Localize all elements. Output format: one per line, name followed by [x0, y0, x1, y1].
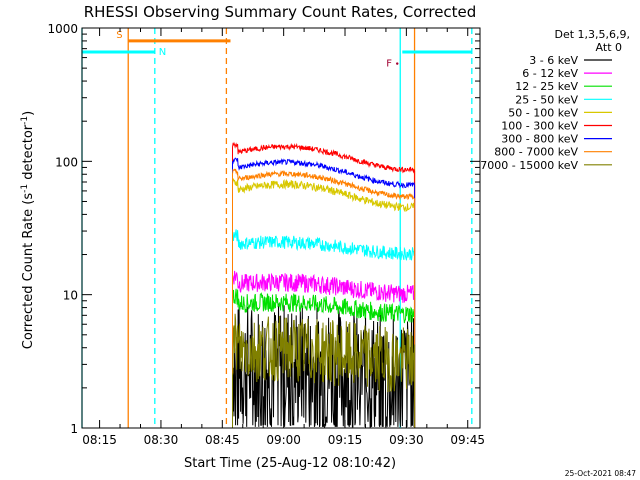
- series-line: [232, 270, 416, 428]
- y-tick-label: 1: [70, 422, 78, 436]
- plot-area: S N F: [81, 28, 473, 428]
- axis-ticks: 08:15 08:30 08:45 09:00 09:15 09:30 09:45 1 10 10…: [47, 22, 485, 447]
- series-line: [232, 141, 416, 428]
- legend-label: 25 - 50 keV: [515, 93, 578, 106]
- x-tick-label: 09:00: [266, 433, 301, 447]
- x-tick-label: 08:45: [205, 433, 240, 447]
- series-line: [232, 229, 416, 428]
- y-tick-label: 100: [55, 155, 78, 169]
- series-line: [232, 168, 416, 428]
- legend-label: 300 - 800 keV: [501, 133, 578, 146]
- legend-label: 50 - 100 keV: [508, 106, 578, 119]
- legend-label: 7000 - 15000 keV: [480, 159, 578, 172]
- legend-label: 100 - 300 keV: [501, 120, 578, 133]
- x-tick-label: 09:15: [328, 433, 363, 447]
- legend-label: 3 - 6 keV: [529, 54, 578, 67]
- series-line: [232, 288, 416, 428]
- y-tick-label: 1000: [47, 22, 78, 36]
- legend-header-line1: Det 1,3,5,6,9,: [554, 28, 630, 41]
- annotation-n: N: [159, 47, 166, 58]
- y-axis-label: Corrected Count Rate (s-1 detector-1): [20, 111, 36, 349]
- plot-frame: [81, 27, 481, 429]
- y-tick-label: 10: [63, 289, 78, 303]
- series-line: [232, 157, 416, 428]
- series-line: [232, 177, 416, 428]
- annotation-f: F: [386, 59, 392, 70]
- legend-label: 6 - 12 keV: [522, 67, 578, 80]
- annotation-s: S: [116, 30, 122, 41]
- legend-label: 800 - 7000 keV: [494, 146, 578, 159]
- x-tick-label: 09:30: [389, 433, 424, 447]
- annotation-f-dot: [396, 62, 399, 65]
- x-tick-label: 09:45: [450, 433, 485, 447]
- x-axis-label: Start Time (25-Aug-12 08:10:42): [184, 456, 396, 471]
- series-line: [232, 313, 416, 428]
- legend-label: 12 - 25 keV: [515, 80, 578, 93]
- legend-header-line2: Att 0: [596, 41, 622, 54]
- footer-timestamp: 25-Oct-2021 08:47: [565, 469, 636, 478]
- chart-title: RHESSI Observing Summary Count Rates, Co…: [84, 3, 477, 21]
- x-tick-label: 08:15: [82, 433, 117, 447]
- x-tick-label: 08:30: [144, 433, 179, 447]
